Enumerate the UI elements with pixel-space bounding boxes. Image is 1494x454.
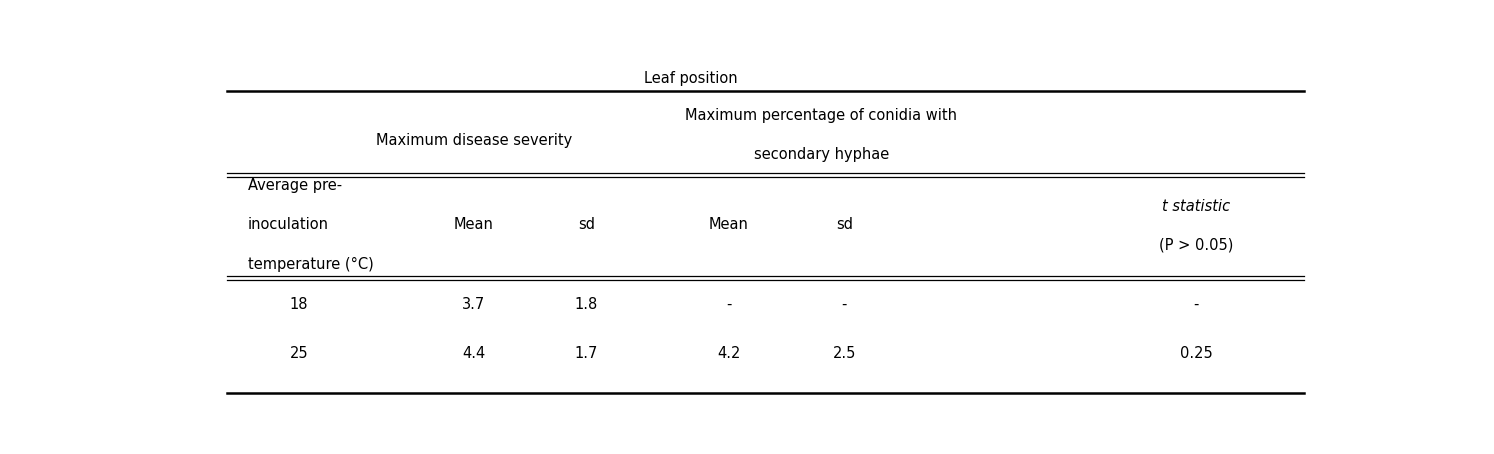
Text: Maximum disease severity: Maximum disease severity [376,133,572,148]
Text: inoculation: inoculation [248,217,329,232]
Text: -: - [1194,297,1200,312]
Text: -: - [841,297,847,312]
Text: 0.25: 0.25 [1180,346,1213,361]
Text: Mean: Mean [454,217,495,232]
Text: 18: 18 [290,297,308,312]
Text: 4.2: 4.2 [717,346,741,361]
Text: 1.8: 1.8 [575,297,598,312]
Text: Average pre-: Average pre- [248,178,342,193]
Text: Mean: Mean [708,217,748,232]
Text: sd: sd [578,217,595,232]
Text: Leaf position: Leaf position [644,71,737,86]
Text: 3.7: 3.7 [462,297,486,312]
Text: 1.7: 1.7 [575,346,598,361]
Text: secondary hyphae: secondary hyphae [753,147,889,162]
Text: sd: sd [837,217,853,232]
Text: -: - [726,297,731,312]
Text: Maximum percentage of conidia with: Maximum percentage of conidia with [686,108,958,123]
Text: 25: 25 [290,346,308,361]
Text: temperature (°C): temperature (°C) [248,257,374,272]
Text: t statistic: t statistic [1162,199,1231,214]
Text: 4.4: 4.4 [462,346,486,361]
Text: 2.5: 2.5 [832,346,856,361]
Text: (P > 0.05): (P > 0.05) [1159,237,1234,252]
